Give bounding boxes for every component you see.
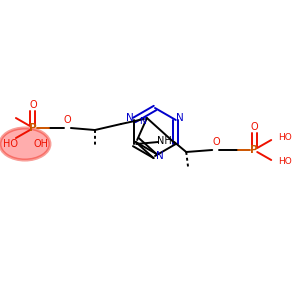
Ellipse shape xyxy=(0,128,50,160)
Text: P: P xyxy=(29,123,37,133)
Text: O: O xyxy=(63,115,71,125)
Text: HO: HO xyxy=(278,158,292,166)
Text: HO: HO xyxy=(278,133,292,142)
Text: OH: OH xyxy=(33,139,48,149)
Text: HO: HO xyxy=(3,139,18,149)
Text: N: N xyxy=(126,113,134,123)
Text: O: O xyxy=(212,137,220,147)
Text: P: P xyxy=(250,145,258,155)
Text: N: N xyxy=(176,113,184,123)
Text: NH: NH xyxy=(157,136,172,146)
Text: O: O xyxy=(29,100,37,110)
Text: N: N xyxy=(140,116,146,125)
Text: N: N xyxy=(156,151,164,161)
Text: O: O xyxy=(250,122,258,132)
